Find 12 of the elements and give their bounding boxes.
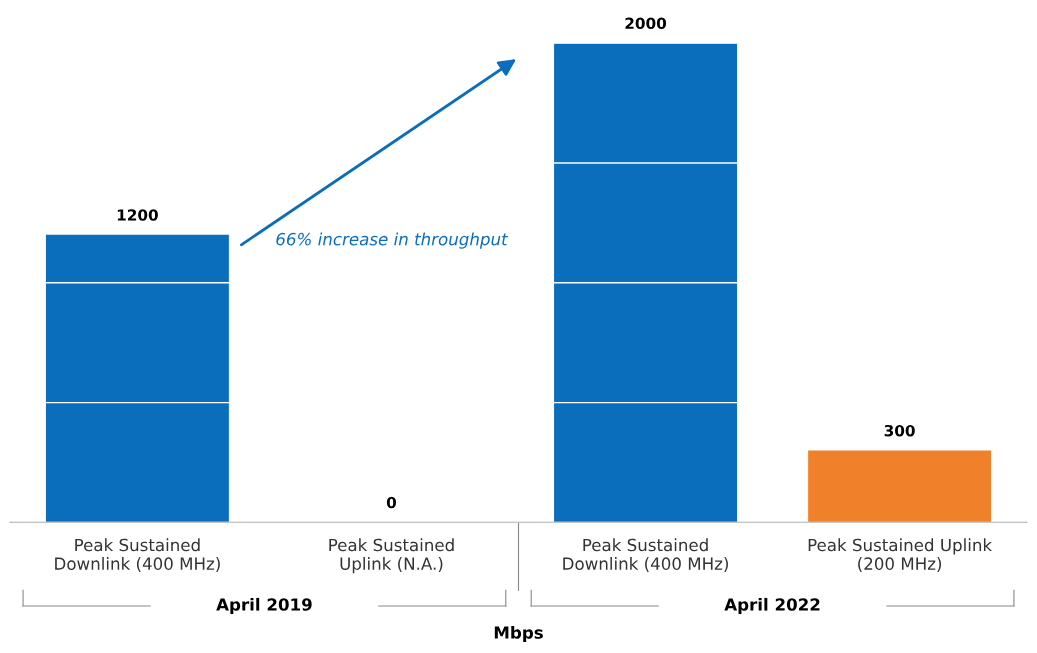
x-tick-label: Peak Sustained Downlink (400 MHz) [55,538,220,572]
data-label: 1200 [117,209,158,221]
x-axis-title: Mbps [494,625,543,643]
annotation: 66% increase in throughput [276,232,509,249]
data-label: 300 [884,424,915,437]
x-tick-label: Peak Sustained Downlink (400 MHz) [563,538,728,572]
x-tick-label: Peak Sustained Uplink (N.A.) [329,538,454,574]
data-label: 2000 [625,17,667,30]
data-label: 0 [386,496,397,509]
text: April 2019 [216,597,312,615]
x-tick-label: Peak Sustained Uplink (200 MHz) [808,538,993,572]
text: April 2022 [724,597,820,615]
